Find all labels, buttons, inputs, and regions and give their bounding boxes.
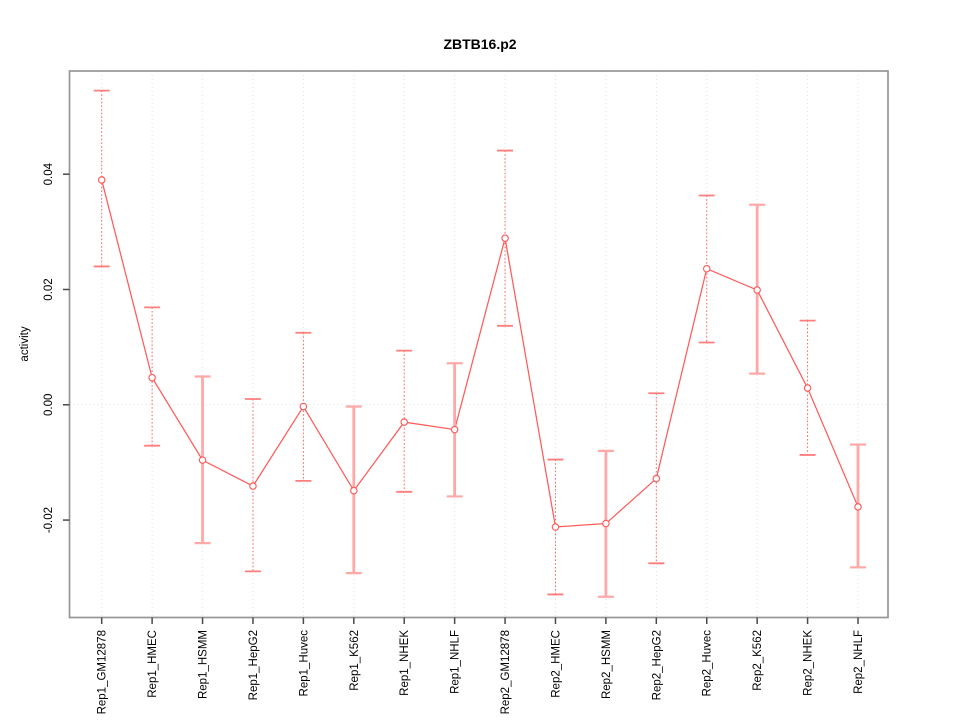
x-tick-label: Rep2_NHLF [853, 630, 865, 694]
y-tick-label: 0.04 [43, 162, 55, 185]
y-tick-label: 0.02 [43, 278, 55, 300]
data-point-Rep2_K562 [753, 286, 761, 294]
x-tick-label: Rep2_HSMM [601, 630, 613, 699]
data-point-Rep2_HMEC [551, 523, 560, 531]
plot-border [68, 70, 889, 619]
x-tick-label: Rep2_Huvec [702, 630, 714, 697]
x-tick-label: Rep2_NHEK [803, 630, 815, 696]
x-tick-label: Rep1_K562 [349, 630, 361, 691]
data-point-Rep1_HMEC [148, 373, 156, 382]
data-point-Rep1_NHEK [400, 418, 408, 426]
data-point-Rep1_HepG2 [249, 482, 257, 490]
x-tick-label: Rep1_NHEK [399, 630, 411, 696]
x-tick-label: Rep1_GM12878 [97, 630, 109, 714]
y-tick-label: -0.02 [43, 507, 55, 533]
x-tick-label: Rep2_HMEC [550, 630, 562, 698]
data-point-Rep2_HSMM [602, 519, 610, 528]
series-line [101, 179, 859, 528]
x-tick-label: Rep1_HSMM [198, 630, 210, 699]
y-tick-label: 0.00 [43, 394, 55, 416]
x-tick-label: Rep2_K562 [752, 630, 764, 691]
data-point-Rep2_Huvec [702, 264, 711, 273]
data-point-Rep1_K562 [350, 486, 358, 495]
x-tick-label: Rep1_HepG2 [248, 630, 260, 700]
data-point-Rep2_GM12878 [501, 234, 509, 242]
data-point-Rep1_Huvec [299, 402, 308, 411]
x-tick-label: Rep1_NHLF [450, 630, 462, 694]
data-point-Rep1_GM12878 [97, 176, 106, 184]
data-point-Rep1_HSMM [198, 456, 207, 464]
x-tick-label: Rep1_HMEC [147, 630, 159, 698]
x-tick-label: Rep2_GM12878 [500, 630, 512, 714]
x-tick-label: Rep1_Huvec [298, 630, 310, 697]
data-point-Rep2_NHEK [803, 384, 812, 392]
x-tick-label: Rep2_HepG2 [651, 630, 663, 700]
data-point-Rep2_HepG2 [652, 474, 661, 483]
data-point-Rep1_NHLF [450, 425, 459, 434]
chart-title: ZBTB16.p2 [443, 36, 517, 52]
data-point-Rep2_NHLF [854, 503, 862, 511]
